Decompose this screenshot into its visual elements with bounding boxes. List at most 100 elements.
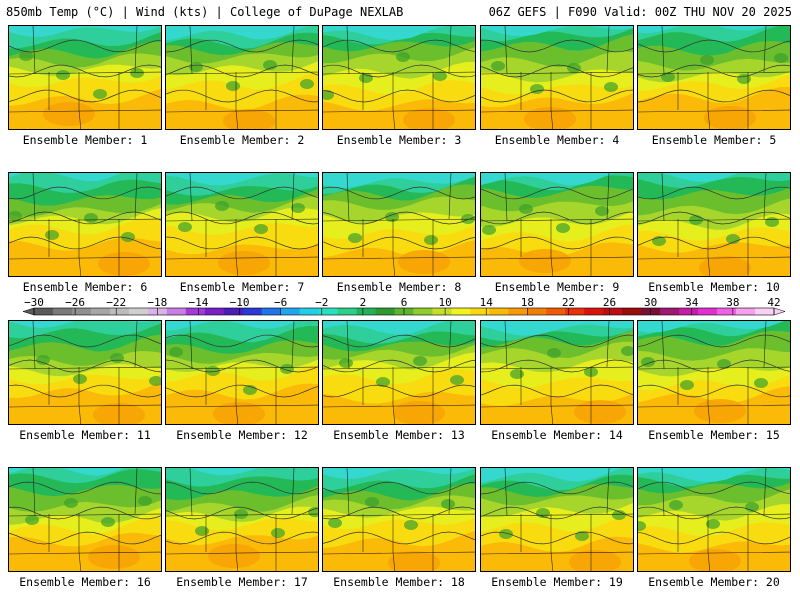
colorbar-tick-label: 22 (562, 297, 575, 309)
ensemble-member-label: Ensemble Member: 16 (19, 575, 151, 589)
ensemble-member-label: Ensemble Member: 13 (333, 428, 465, 442)
ensemble-member-label: Ensemble Member: 10 (648, 280, 780, 294)
colorbar-swatch (261, 308, 282, 315)
ensemble-map-panel (637, 320, 791, 425)
colorbar-tick-label: 2 (360, 297, 367, 309)
ensemble-map-panel (165, 467, 319, 572)
temperature-map (638, 26, 790, 129)
ensemble-member-label: Ensemble Member: 15 (648, 428, 780, 442)
colorbar-tick-label: −14 (189, 297, 209, 309)
colorbar-tick-label: −2 (315, 297, 328, 309)
colorbar-swatch (128, 308, 149, 315)
colorbar-tick-label: 42 (767, 297, 780, 309)
temperature-map (481, 173, 633, 276)
ensemble-map-panel (165, 172, 319, 277)
colorbar-swatch (299, 308, 320, 315)
colorbar-right-arrow (773, 307, 786, 316)
colorbar-swatch (489, 308, 509, 315)
colorbar-tick-label: 6 (401, 297, 408, 309)
ensemble-map-panel (322, 467, 476, 572)
colorbar-swatch (432, 308, 452, 315)
colorbar-tick-label: −6 (274, 297, 287, 309)
ensemble-map-panel (165, 320, 319, 425)
ensemble-map-panel (480, 25, 634, 130)
colorbar-swatch (679, 308, 699, 315)
temperature-map (638, 173, 790, 276)
temperature-map (166, 468, 318, 571)
ensemble-map-panel (480, 172, 634, 277)
temperature-map (638, 321, 790, 424)
ensemble-map-panel (637, 467, 791, 572)
colorbar-swatch (622, 308, 642, 315)
model-run-info: 06Z GEFS | F090 Valid: 00Z THU NOV 20 20… (488, 5, 792, 19)
temperature-map (481, 321, 633, 424)
colorbar-tick-label: 18 (521, 297, 534, 309)
ensemble-member-label: Ensemble Member: 1 (22, 133, 148, 147)
temperature-colorbar: −30 −26 −22 −18 −14 −10 −6 −2 2 6 10 14 18 22 26 30 34 38… (22, 297, 786, 316)
colorbar-swatch (470, 308, 490, 315)
temperature-map (9, 468, 161, 571)
colorbar-tick-label: −30 (24, 297, 44, 309)
colorbar-swatch (204, 308, 225, 315)
ensemble-map-panel (322, 320, 476, 425)
temperature-map (481, 468, 633, 571)
ensemble-map-panel (637, 172, 791, 277)
colorbar-tick-label: 14 (480, 297, 494, 309)
temperature-map (323, 321, 475, 424)
colorbar-swatch (280, 308, 301, 315)
colorbar-swatch (755, 308, 775, 315)
colorbar-swatch (318, 308, 338, 315)
colorbar-swatch (603, 308, 623, 315)
ensemble-map-panel (480, 320, 634, 425)
ensemble-map-panel (8, 320, 162, 425)
colorbar-swatch (166, 308, 187, 315)
colorbar-tick-label: 10 (438, 297, 451, 309)
colorbar-swatch (34, 308, 54, 315)
ensemble-member-label: Ensemble Member: 12 (176, 428, 308, 442)
temperature-map (323, 468, 475, 571)
ensemble-map-panel (480, 467, 634, 572)
colorbar-swatch (223, 308, 244, 315)
colorbar-tick-label: 30 (644, 297, 657, 309)
map-title: 850mb Temp (°C) | Wind (kts) | College o… (6, 5, 404, 19)
colorbar-swatch (185, 308, 206, 315)
colorbar-tick-label: −18 (147, 297, 167, 309)
colorbar-swatch (375, 308, 395, 315)
ensemble-member-label: Ensemble Member: 8 (336, 280, 462, 294)
colorbar-swatch (451, 308, 471, 315)
ensemble-member-label: Ensemble Member: 11 (19, 428, 151, 442)
colorbar-swatch (109, 308, 130, 315)
temperature-map (9, 26, 161, 129)
ensemble-member-label: Ensemble Member: 19 (491, 575, 623, 589)
colorbar-swatch (698, 308, 718, 315)
ensemble-member-label: Ensemble Member: 20 (648, 575, 780, 589)
ensemble-map-panel (8, 25, 162, 130)
colorbar-swatch (242, 308, 263, 315)
ensemble-map-panel (8, 467, 162, 572)
colorbar-swatch (527, 308, 547, 315)
ensemble-map-panel (322, 172, 476, 277)
temperature-map (9, 321, 161, 424)
ensemble-member-label: Ensemble Member: 7 (179, 280, 305, 294)
ensemble-member-label: Ensemble Member: 18 (333, 575, 465, 589)
colorbar-swatch (508, 308, 528, 315)
ensemble-member-label: Ensemble Member: 14 (491, 428, 623, 442)
ensemble-member-label: Ensemble Member: 3 (336, 133, 462, 147)
colorbar-swatch (717, 308, 737, 315)
ensemble-map-panel (8, 172, 162, 277)
ensemble-member-label: Ensemble Member: 5 (651, 133, 777, 147)
colorbar-swatch (736, 308, 756, 315)
colorbar-swatch (565, 308, 585, 315)
colorbar-tick-label: −10 (230, 297, 250, 309)
colorbar-tick-label: 26 (603, 297, 616, 309)
temperature-map (481, 26, 633, 129)
ensemble-member-label: Ensemble Member: 17 (176, 575, 308, 589)
colorbar-left-arrow (22, 307, 35, 316)
colorbar-tick-label: 34 (685, 297, 699, 309)
ensemble-member-label: Ensemble Member: 6 (22, 280, 148, 294)
ensemble-map-panel (165, 25, 319, 130)
ensemble-member-label: Ensemble Member: 4 (494, 133, 620, 147)
colorbar-swatch (413, 308, 433, 315)
ensemble-member-label: Ensemble Member: 9 (494, 280, 620, 294)
colorbar-swatch (52, 308, 73, 315)
